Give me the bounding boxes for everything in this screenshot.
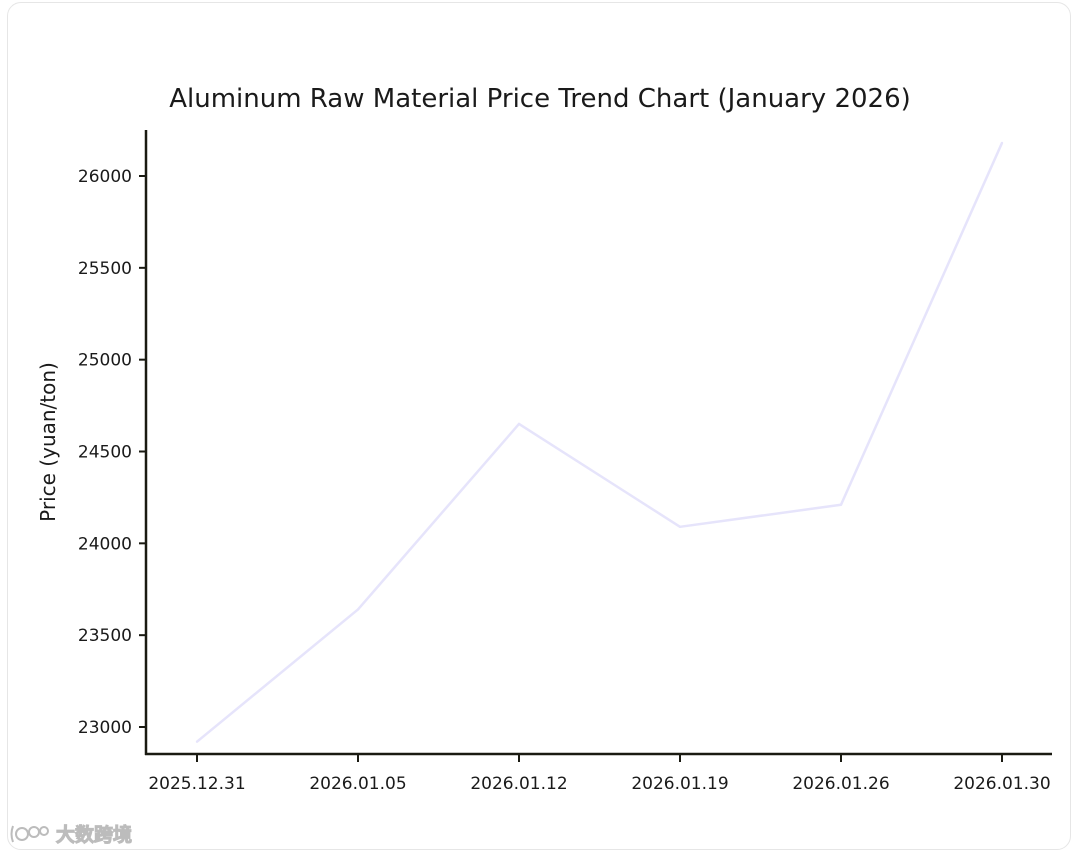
series-group xyxy=(195,141,1004,743)
data-point xyxy=(839,503,843,506)
series-line xyxy=(196,142,1004,743)
x-tick-label: 2026.01.05 xyxy=(309,774,406,794)
data-point xyxy=(1000,141,1004,145)
logo-icon xyxy=(10,825,49,842)
y-axis-ticks: 23000 23500 24000 24500 25000 25500 26000 xyxy=(78,167,146,738)
x-tick-label: 2026.01.26 xyxy=(792,774,889,794)
y-tick-label: 25500 xyxy=(78,259,132,279)
data-point xyxy=(195,740,199,743)
chart-card xyxy=(7,2,1071,850)
x-tick-label: 2025.12.31 xyxy=(148,774,245,794)
data-point xyxy=(678,525,682,529)
watermark-text: 大数跨境 xyxy=(55,824,133,847)
data-point xyxy=(356,608,360,611)
watermark: 大数跨境 xyxy=(10,820,133,847)
x-axis-ticks: 2025.12.31 2026.01.05 2026.01.12 2026.01.19… xyxy=(148,754,1051,794)
x-tick-label: 2026.01.30 xyxy=(953,774,1050,794)
y-tick-label: 23000 xyxy=(78,718,132,738)
y-tick-label: 24500 xyxy=(78,443,132,463)
y-tick-label: 26000 xyxy=(78,167,132,187)
y-tick-label: 23500 xyxy=(78,626,132,646)
y-axis-label: Price (yuan/ton) xyxy=(36,362,60,522)
y-tick-label: 24000 xyxy=(78,534,132,554)
axes xyxy=(144,130,1052,756)
x-tick-label: 2026.01.19 xyxy=(631,774,728,794)
x-tick-label: 2026.01.12 xyxy=(470,774,567,794)
y-tick-label: 25000 xyxy=(78,351,132,371)
data-point xyxy=(517,422,521,426)
chart-title: Aluminum Raw Material Price Trend Chart … xyxy=(169,84,911,114)
